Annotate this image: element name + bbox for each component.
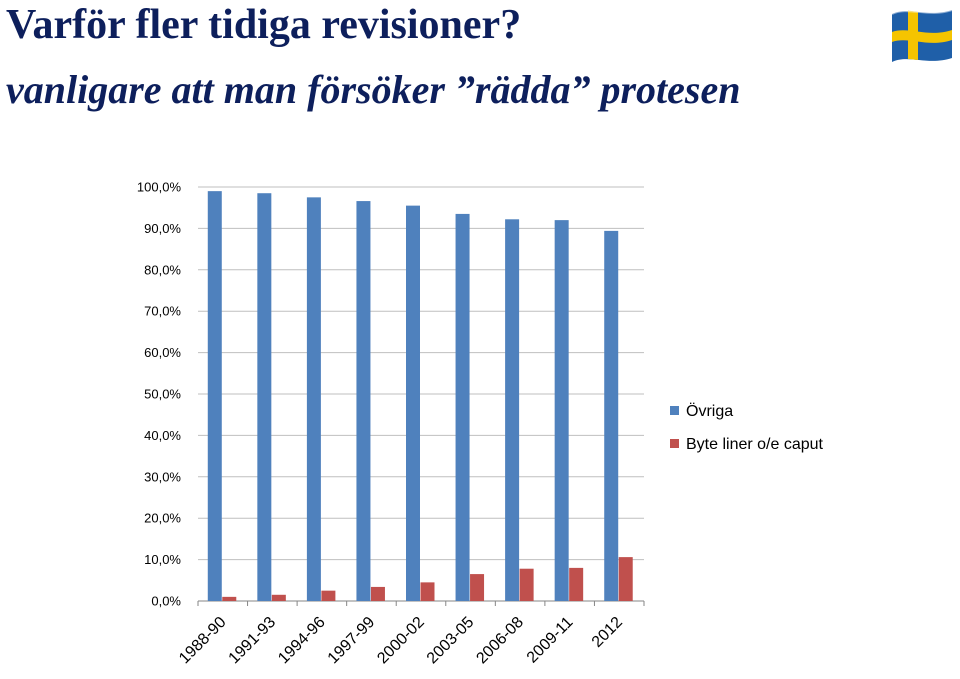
bar-ovriga	[554, 220, 569, 601]
y-tick-label: 90,0%	[144, 221, 181, 236]
y-tick-label: 40,0%	[144, 428, 181, 443]
legend-label: Övriga	[686, 402, 733, 420]
bar-ovriga	[257, 193, 272, 601]
bar-byte-liner	[420, 582, 435, 601]
bar-byte-liner	[271, 594, 286, 601]
legend-swatch	[670, 439, 679, 448]
y-tick-label: 80,0%	[144, 262, 181, 277]
chart-x-axis: 1988-901991-931994-961997-992000-022003-…	[176, 601, 645, 668]
chart-y-axis: 0,0% 10,0% 20,0% 30,0% 40,0% 50,0% 60,0% 70,0% 8…	[137, 180, 182, 609]
x-tick-label: 1988-90	[176, 614, 230, 668]
x-tick-label: 2009-11	[524, 614, 577, 667]
bar-byte-liner	[569, 567, 584, 601]
bar-ovriga	[455, 213, 470, 601]
slide-title: Varför fler tidiga revisioner?	[6, 2, 522, 48]
bar-ovriga	[207, 191, 222, 601]
bar-ovriga	[604, 230, 619, 601]
y-tick-label: 20,0%	[144, 511, 181, 526]
slide-subtitle: vanligare att man försöker ”rädda” prote…	[6, 67, 741, 112]
y-tick-label: 60,0%	[144, 345, 181, 360]
legend-label: Byte liner o/e caput	[686, 436, 824, 453]
bar-byte-liner	[370, 586, 385, 601]
x-tick-label: 2003-05	[424, 614, 478, 668]
chart-bars	[207, 191, 633, 602]
y-tick-label: 0,0%	[151, 594, 181, 609]
chart-legend: Övriga Byte liner o/e caput	[670, 402, 824, 453]
y-tick-label: 100,0%	[137, 180, 182, 195]
bar-ovriga	[406, 205, 420, 601]
x-tick-label: 2000-02	[374, 614, 428, 668]
x-tick-label: 1997-99	[325, 614, 379, 668]
bar-ovriga	[505, 219, 520, 602]
y-tick-label: 10,0%	[144, 552, 181, 567]
bar-ovriga	[356, 201, 371, 602]
y-tick-label: 30,0%	[144, 469, 181, 484]
y-tick-label: 70,0%	[144, 304, 181, 319]
x-tick-label: 2012	[589, 614, 626, 651]
bar-ovriga	[306, 197, 321, 601]
bar-byte-liner	[321, 590, 336, 601]
bar-byte-liner	[618, 557, 633, 601]
x-tick-label: 2006-08	[473, 614, 527, 668]
bar-byte-liner	[470, 574, 485, 601]
bar-byte-liner	[222, 596, 237, 601]
x-tick-label: 1994-96	[275, 614, 329, 668]
bar-byte-liner	[519, 568, 534, 601]
legend-swatch	[670, 406, 679, 415]
sweden-flag-icon	[888, 4, 956, 66]
y-tick-label: 50,0%	[144, 387, 181, 402]
x-tick-label: 1991-93	[226, 614, 280, 668]
